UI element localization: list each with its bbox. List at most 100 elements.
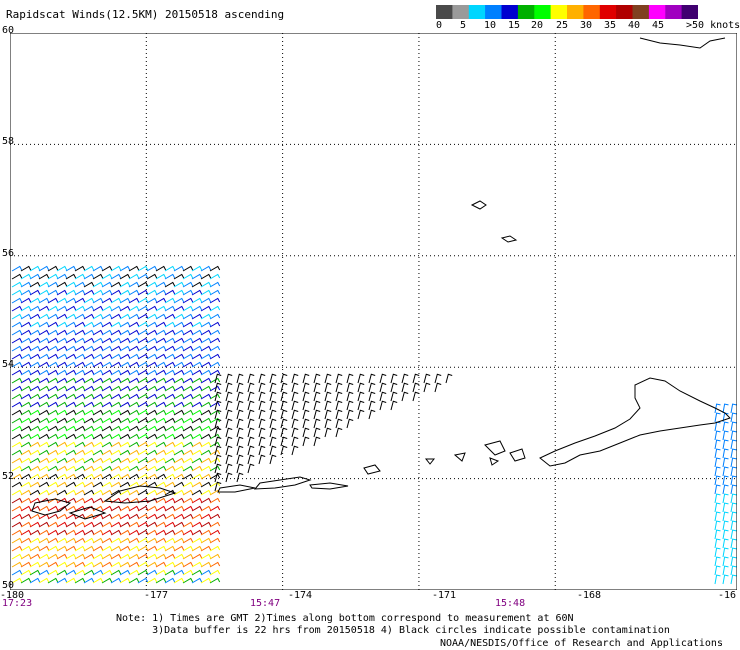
wind-barb (258, 427, 266, 438)
longitude-label: -174 (288, 590, 313, 601)
wind-barb (146, 329, 158, 336)
wind-barb (11, 265, 23, 272)
wind-barb (74, 345, 86, 352)
wind-barb (119, 329, 131, 336)
wind-barb (83, 409, 95, 416)
wind-barb (110, 529, 122, 536)
wind-barb (47, 449, 59, 456)
wind-barb (20, 377, 32, 384)
wind-barb (155, 513, 167, 520)
wind-barb (128, 537, 140, 544)
wind-barb (225, 472, 233, 483)
wind-barb (146, 305, 158, 312)
wind-barb (368, 391, 376, 402)
wind-barb (209, 289, 221, 296)
map-title: Rapidscat Winds(12.5KM) 20150518 ascendi… (6, 8, 285, 21)
wind-barb (200, 457, 212, 464)
wind-barb (110, 449, 122, 456)
wind-barb (225, 436, 233, 447)
colorbar-segment (517, 5, 535, 19)
wind-barb (110, 401, 122, 408)
wind-barb (191, 545, 203, 552)
wind-barb (38, 409, 50, 416)
wind-barb (164, 513, 176, 520)
wind-barb (164, 361, 176, 368)
wind-barb (11, 473, 23, 480)
wind-barb (20, 529, 32, 536)
wind-barb (110, 273, 122, 280)
wind-barb (110, 561, 122, 568)
wind-barb (390, 373, 398, 384)
wind-barb (11, 545, 23, 552)
wind-barb (291, 373, 299, 384)
wind-barb (56, 441, 68, 448)
wind-barb (313, 427, 321, 438)
wind-barb (29, 265, 41, 272)
wind-barb (291, 400, 299, 411)
wind-barb (313, 418, 321, 429)
wind-barb (182, 505, 194, 512)
wind-barb (74, 369, 86, 376)
wind-barb (92, 369, 104, 376)
wind-barb (83, 281, 95, 288)
wind-barb (209, 313, 221, 320)
wind-barb (128, 465, 140, 472)
wind-barb (137, 305, 149, 312)
wind-barb (29, 513, 41, 520)
wind-barb (38, 385, 50, 392)
wind-barb (236, 400, 244, 411)
wind-barb (445, 373, 453, 384)
wind-barb (390, 391, 398, 402)
wind-barb (74, 545, 86, 552)
wind-barb (182, 433, 194, 440)
wind-barb (714, 466, 721, 477)
wind-barb (38, 369, 50, 376)
wind-barb (236, 463, 244, 474)
wind-barb (173, 457, 185, 464)
wind-barb (74, 377, 86, 384)
wind-barb (11, 305, 23, 312)
wind-barb (291, 391, 299, 402)
wind-barb (209, 489, 221, 496)
wind-barb (74, 425, 86, 432)
wind-barb (313, 391, 321, 402)
wind-barb (92, 289, 104, 296)
wind-barb (722, 484, 729, 495)
wind-barb (83, 297, 95, 304)
wind-barb (155, 281, 167, 288)
wind-barb (209, 553, 221, 560)
wind-barb (164, 481, 176, 488)
wind-barb (20, 409, 32, 416)
wind-barb (11, 505, 23, 512)
wind-barb (730, 403, 737, 414)
wind-barb (65, 561, 77, 568)
wind-barb (83, 273, 95, 280)
wind-barb (182, 441, 194, 448)
wind-barb (47, 473, 59, 480)
wind-barb (200, 433, 212, 440)
wind-barb (38, 337, 50, 344)
wind-barb (74, 441, 86, 448)
wind-barb (722, 475, 729, 486)
wind-barb (137, 441, 149, 448)
wind-barb (38, 305, 50, 312)
wind-barb (11, 297, 23, 304)
wind-barb (191, 489, 203, 496)
wind-barb (155, 377, 167, 384)
wind-barb (137, 553, 149, 560)
wind-barb (56, 345, 68, 352)
wind-barb (65, 289, 77, 296)
wind-barb (379, 382, 387, 393)
wind-barb (137, 473, 149, 480)
wind-barb (101, 353, 113, 360)
wind-barb (182, 521, 194, 528)
wind-barb (47, 273, 59, 280)
wind-barb (74, 305, 86, 312)
wind-barb (110, 329, 122, 336)
wind-barb (164, 417, 176, 424)
wind-barb (714, 430, 721, 441)
wind-barb (209, 361, 221, 368)
wind-barb (357, 400, 365, 411)
wind-barb (191, 465, 203, 472)
wind-barb (137, 337, 149, 344)
